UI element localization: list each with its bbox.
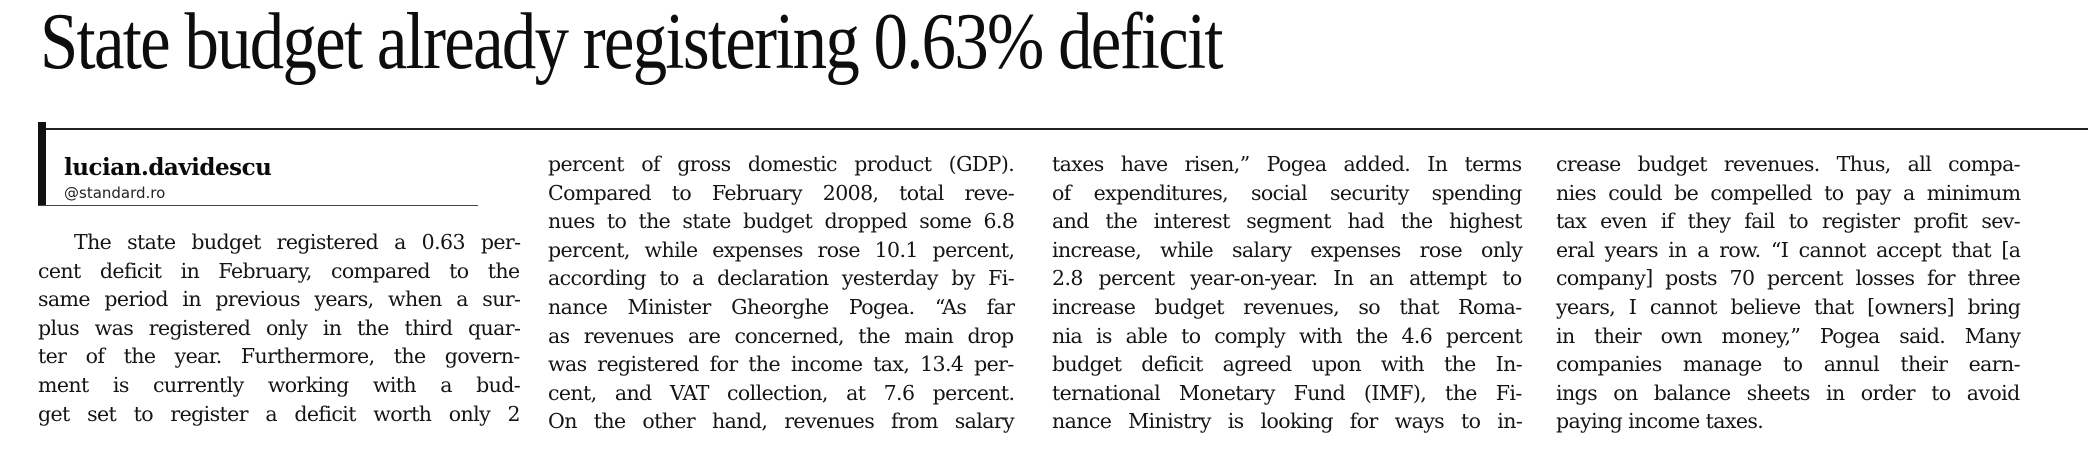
- text-line: nia is able to comply with the 4.6 perce…: [1052, 323, 1523, 348]
- author-email[interactable]: @standard.ro: [64, 184, 166, 202]
- text-line: The state budget registered a 0.63 per-: [74, 230, 521, 254]
- text-line: crease budget revenues. Thus, all compa-: [1556, 152, 2021, 176]
- text-line: percent, while expenses rose 10.1 percen…: [548, 237, 1015, 262]
- text-line: companies manage to annul their earn-: [1556, 352, 2021, 377]
- text-line: ings on balance sheets in order to avoid: [1556, 380, 2020, 405]
- text-line: as revenues are concerned, the main drop: [548, 323, 1014, 348]
- text-line: same period in previous years, when a su…: [38, 287, 521, 312]
- byline-divider: [38, 205, 478, 206]
- text-line: plus was registered only in the third qu…: [38, 315, 521, 340]
- text-line: was registered for the income tax, 13.4 …: [548, 352, 1014, 377]
- article-column-3: taxes have risen,” Pogea added. In terms…: [1052, 150, 1523, 436]
- text-line: 2.8 percent year-on-year. In an attempt …: [1052, 266, 1522, 291]
- text-line: according to a declaration yesterday by …: [548, 266, 1015, 291]
- header-rule: [40, 128, 2088, 130]
- text-line: Compared to February 2008, total reve-: [548, 180, 1015, 205]
- text-line: in their own money,” Pogea said. Many: [1556, 323, 2021, 348]
- text-line: paying income taxes.: [1556, 409, 1764, 434]
- author-name: lucian.davidescu: [64, 154, 272, 181]
- text-line: get set to register a deficit worth only…: [38, 401, 521, 426]
- byline: lucian.davidescu @standard.ro: [38, 122, 478, 206]
- text-line: tax even if they fail to register profit…: [1556, 209, 2021, 234]
- byline-accent-bar: [38, 122, 46, 206]
- text-line: nues to the state budget dropped some 6.…: [548, 209, 1015, 234]
- article-column-1: The state budget registered a 0.63 per- …: [38, 228, 521, 428]
- text-line: budget deficit agreed upon with the In-: [1052, 352, 1523, 377]
- text-line: increase budget revenues, so that Roma-: [1052, 294, 1522, 319]
- text-line: eral years in a row. “I cannot accept th…: [1556, 237, 2021, 262]
- text-line: nance Ministry is looking for ways to in…: [1052, 409, 1523, 434]
- text-line: taxes have risen,” Pogea added. In terms: [1052, 152, 1522, 176]
- text-line: cent, and VAT collection, at 7.6 percent…: [548, 380, 1015, 405]
- text-line: ment is currently working with a bud-: [38, 372, 521, 397]
- text-line: increase, while salary expenses rose onl…: [1052, 237, 1523, 262]
- text-line: of expenditures, social security spendin…: [1052, 180, 1522, 205]
- text-line: percent of gross domestic product (GDP).: [548, 152, 1015, 176]
- text-line: company] posts 70 percent losses for thr…: [1556, 266, 2021, 291]
- headline: State budget already registering 0.63% d…: [40, 0, 1224, 86]
- text-line: cent deficit in February, compared to th…: [38, 258, 520, 283]
- text-line: nies could be compelled to pay a minimum: [1556, 180, 2021, 205]
- text-line: ter of the year. Furthermore, the govern…: [38, 344, 520, 369]
- text-line: years, I cannot believe that [owners] br…: [1556, 294, 2021, 319]
- article-column-2: percent of gross domestic product (GDP).…: [548, 150, 1015, 436]
- text-line: On the other hand, revenues from salary: [548, 409, 1015, 434]
- text-line: nance Minister Gheorghe Pogea. “As far: [548, 294, 1015, 319]
- text-line: ternational Monetary Fund (IMF), the Fi-: [1052, 380, 1522, 405]
- article-column-4: crease budget revenues. Thus, all compa-…: [1556, 150, 2021, 436]
- text-line: and the interest segment had the highest: [1052, 209, 1523, 234]
